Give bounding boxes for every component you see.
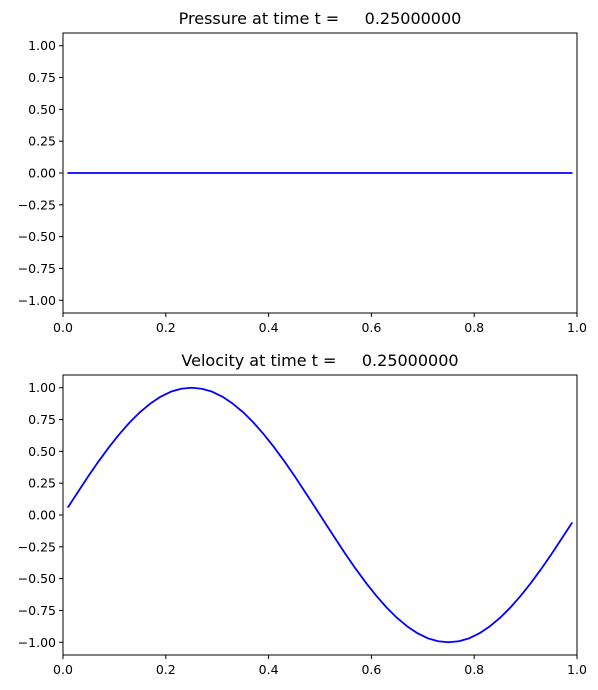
velocity-series-layer	[67, 386, 573, 644]
pressure-y-tick-label: 0.75	[28, 70, 56, 85]
pressure-x-tick-label: 0.8	[464, 320, 484, 335]
velocity-y-tick-label: −0.25	[18, 539, 56, 554]
velocity-x-tick-label: 0.0	[53, 662, 73, 677]
velocity-ticks: 0.0 0.2 0.4 0.6 0.8 1.0 1.00 0.75 0.50 0.25 0.00 −0…	[18, 380, 587, 677]
pressure-x-tick-label: 0.2	[156, 320, 176, 335]
velocity-y-tick-label: −1.00	[18, 635, 56, 650]
velocity-y-tick-label: 0.50	[28, 444, 56, 459]
velocity-panel: Velocity at time t = 0.25000000 0.0 0.2 0.…	[18, 351, 587, 677]
pressure-y-tick-label: −0.50	[18, 229, 56, 244]
pressure-y-tick-label: 0.00	[28, 166, 56, 181]
pressure-y-tick-label: 0.25	[28, 134, 56, 149]
velocity-x-tick-label: 0.2	[156, 662, 176, 677]
velocity-y-tick-label: 0.25	[28, 476, 56, 491]
pressure-chart-title: Pressure at time t = 0.25000000	[179, 9, 462, 28]
pressure-x-tick-label: 0.6	[361, 320, 381, 335]
velocity-series-line-0	[67, 386, 573, 644]
velocity-y-tick-label: −0.50	[18, 571, 56, 586]
pressure-y-tick-label: 0.50	[28, 102, 56, 117]
velocity-y-tick-label: −0.75	[18, 603, 56, 618]
velocity-y-tick-label: 0.00	[28, 508, 56, 523]
pressure-x-tick-label: 0.0	[53, 320, 73, 335]
pressure-y-tick-label: −0.75	[18, 261, 56, 276]
velocity-x-tick-label: 0.4	[259, 662, 279, 677]
velocity-x-tick-label: 0.6	[361, 662, 381, 677]
velocity-y-tick-label: 1.00	[28, 380, 56, 395]
velocity-chart-title: Velocity at time t = 0.25000000	[181, 351, 458, 370]
pressure-panel: Pressure at time t = 0.25000000 0.0 0.2 0.…	[18, 9, 587, 335]
pressure-ticks: 0.0 0.2 0.4 0.6 0.8 1.0 1.00 0.75 0.50 0.25 0.00 −0…	[18, 38, 587, 335]
pressure-x-tick-label: 1.0	[567, 320, 587, 335]
pressure-y-tick-label: −1.00	[18, 293, 56, 308]
velocity-y-tick-label: 0.75	[28, 412, 56, 427]
velocity-x-tick-label: 1.0	[567, 662, 587, 677]
pressure-y-tick-label: 1.00	[28, 38, 56, 53]
pressure-x-tick-label: 0.4	[259, 320, 279, 335]
velocity-x-tick-label: 0.8	[464, 662, 484, 677]
pressure-y-tick-label: −0.25	[18, 197, 56, 212]
